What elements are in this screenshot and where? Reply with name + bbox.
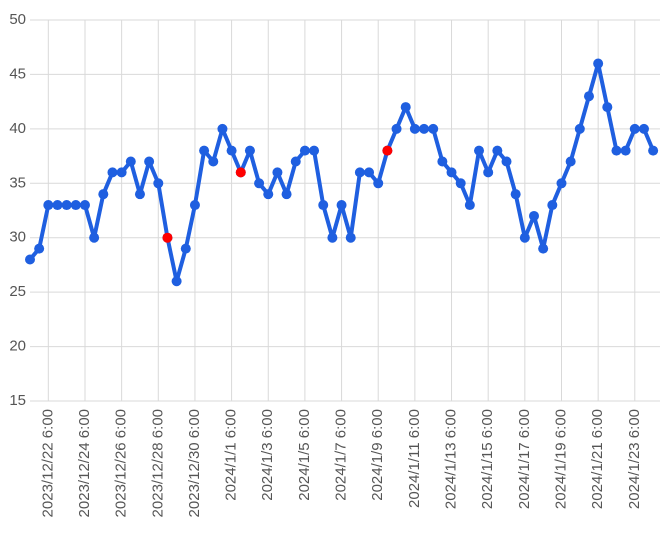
point <box>89 232 100 243</box>
point <box>171 276 182 287</box>
point <box>400 102 411 113</box>
point <box>254 178 265 189</box>
x-tick-label: 2024/1/5 6:00 <box>296 409 313 501</box>
point <box>217 123 228 134</box>
point <box>648 145 659 156</box>
point <box>547 200 558 211</box>
point <box>519 232 530 243</box>
point <box>107 167 118 178</box>
x-tick-label: 2024/1/7 6:00 <box>333 409 350 501</box>
y-tick-label: 35 <box>9 174 26 191</box>
point <box>501 156 512 167</box>
point <box>492 145 503 156</box>
x-tick-label: 2024/1/15 6:00 <box>479 409 496 509</box>
point <box>455 178 466 189</box>
y-tick-label: 15 <box>9 392 26 409</box>
point <box>199 145 210 156</box>
point <box>235 167 246 178</box>
point <box>474 145 485 156</box>
point <box>354 167 365 178</box>
y-tick-label: 45 <box>9 65 26 82</box>
point <box>336 200 347 211</box>
point <box>318 200 329 211</box>
point <box>272 167 283 178</box>
point <box>464 200 475 211</box>
point <box>70 200 81 211</box>
point <box>116 167 127 178</box>
y-tick-label: 40 <box>9 120 26 137</box>
x-tick-label: 2023/12/28 6:00 <box>149 409 166 517</box>
x-tick-label: 2024/1/17 6:00 <box>516 409 533 509</box>
point <box>134 189 145 200</box>
point <box>263 189 274 200</box>
point <box>391 123 402 134</box>
x-tick-label: 2024/1/19 6:00 <box>552 409 569 509</box>
point <box>593 58 604 69</box>
point <box>61 200 72 211</box>
point <box>510 189 521 200</box>
point <box>162 232 173 243</box>
point <box>43 200 54 211</box>
point <box>125 156 136 167</box>
x-tick-label: 2024/1/11 6:00 <box>406 409 423 508</box>
point <box>373 178 384 189</box>
point <box>574 123 585 134</box>
point <box>34 243 45 254</box>
x-tick-label: 2024/1/13 6:00 <box>442 409 459 509</box>
x-tick-label: 2023/12/24 6:00 <box>76 409 93 517</box>
point <box>556 178 567 189</box>
point <box>538 243 549 254</box>
point <box>638 123 649 134</box>
point <box>382 145 393 156</box>
point <box>226 145 237 156</box>
point <box>244 145 255 156</box>
point <box>144 156 155 167</box>
point <box>565 156 576 167</box>
point <box>180 243 191 254</box>
x-tick-label: 2023/12/22 6:00 <box>39 409 56 517</box>
y-tick-label: 30 <box>9 229 26 246</box>
point <box>309 145 320 156</box>
point <box>419 123 430 134</box>
point <box>345 232 356 243</box>
point <box>98 189 109 200</box>
point <box>629 123 640 134</box>
point <box>483 167 494 178</box>
point <box>620 145 631 156</box>
point <box>299 145 310 156</box>
y-tick-label: 20 <box>9 338 26 355</box>
point <box>602 102 613 113</box>
point <box>409 123 420 134</box>
point <box>428 123 439 134</box>
point <box>327 232 338 243</box>
point <box>52 200 63 211</box>
point <box>208 156 219 167</box>
point <box>281 189 292 200</box>
x-tick-label: 2024/1/9 6:00 <box>369 409 386 501</box>
x-tick-label: 2023/12/26 6:00 <box>113 409 130 517</box>
point <box>290 156 301 167</box>
point <box>611 145 622 156</box>
x-tick-label: 2023/12/30 6:00 <box>186 409 203 517</box>
point <box>25 254 35 265</box>
point <box>364 167 375 178</box>
y-tick-label: 25 <box>9 283 26 300</box>
x-tick-label: 2024/1/1 6:00 <box>223 409 240 501</box>
x-tick-label: 2024/1/3 6:00 <box>259 409 276 501</box>
point <box>583 91 594 102</box>
x-tick-label: 2024/1/23 6:00 <box>626 409 643 509</box>
point <box>446 167 457 178</box>
point <box>153 178 164 189</box>
point <box>529 210 539 221</box>
point <box>189 200 200 211</box>
point <box>437 156 448 167</box>
y-tick-label: 50 <box>9 11 26 28</box>
x-tick-label: 2024/1/21 6:00 <box>589 409 606 509</box>
point <box>79 200 90 211</box>
